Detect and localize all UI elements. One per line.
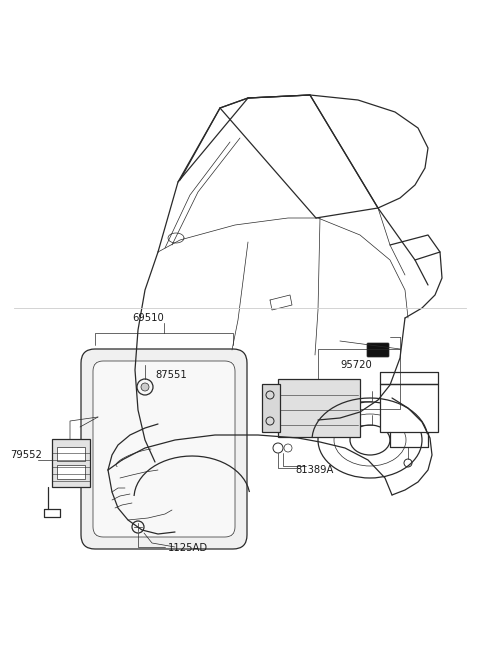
FancyBboxPatch shape xyxy=(57,447,85,461)
FancyBboxPatch shape xyxy=(57,465,85,479)
Text: 87551: 87551 xyxy=(155,370,187,380)
FancyBboxPatch shape xyxy=(262,384,280,432)
Text: 81389A: 81389A xyxy=(295,465,334,475)
FancyBboxPatch shape xyxy=(52,439,90,487)
FancyBboxPatch shape xyxy=(380,384,438,432)
FancyBboxPatch shape xyxy=(278,379,360,437)
FancyBboxPatch shape xyxy=(367,343,389,357)
FancyBboxPatch shape xyxy=(93,361,235,537)
Text: 95720: 95720 xyxy=(340,360,372,370)
Text: 79552: 79552 xyxy=(10,450,42,460)
FancyBboxPatch shape xyxy=(81,349,247,549)
Text: 69510: 69510 xyxy=(132,313,164,323)
Circle shape xyxy=(141,383,149,391)
Text: 1125AD: 1125AD xyxy=(168,543,208,553)
